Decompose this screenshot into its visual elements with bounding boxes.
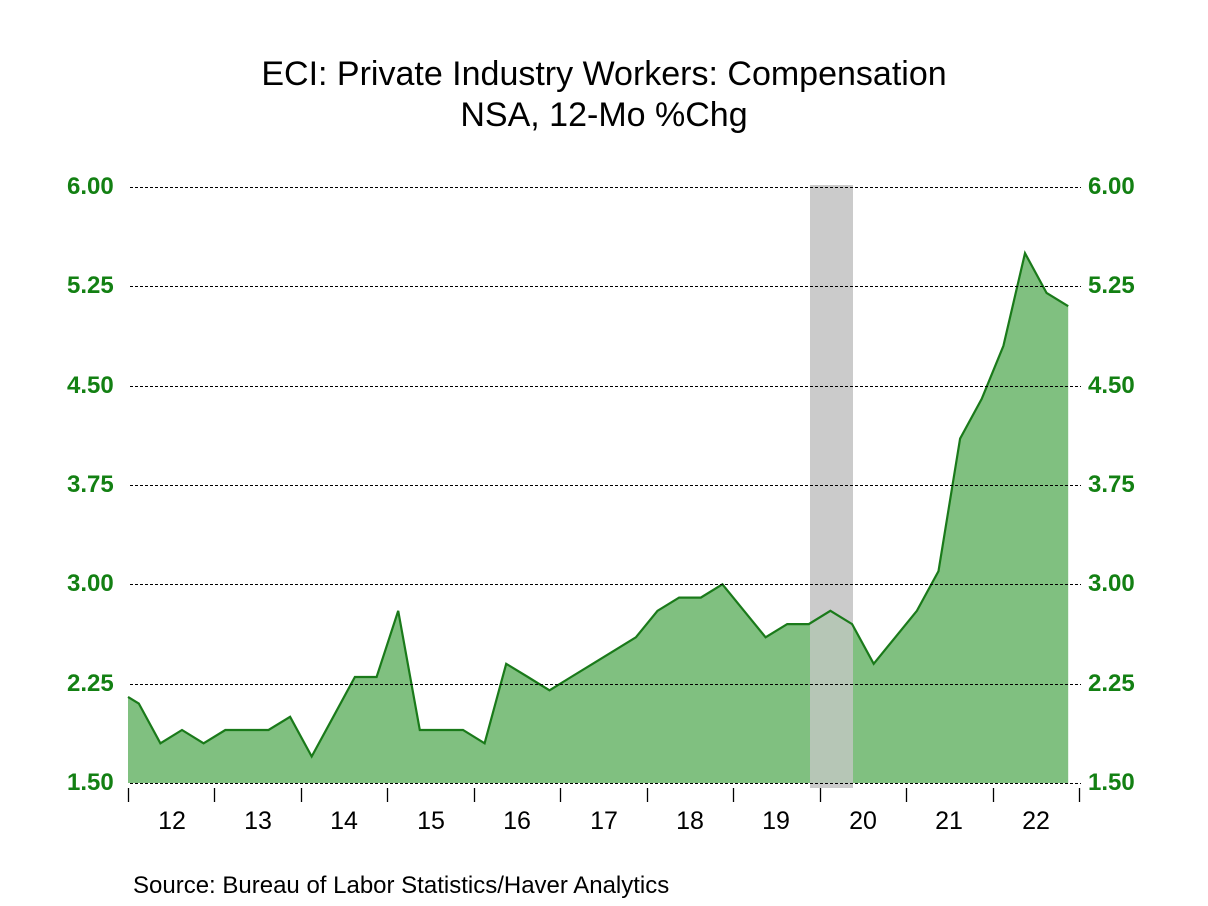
y-tick-label: 5.25: [67, 272, 114, 299]
area-fill: [128, 253, 1069, 783]
x-tick-label: 17: [590, 807, 618, 835]
x-tick-label: 14: [330, 807, 358, 835]
recession-band-overlay: [810, 185, 853, 788]
x-tick-label: 19: [762, 807, 790, 835]
gridlines: [130, 187, 1081, 784]
y-tick-label: 3.75: [67, 471, 114, 498]
x-tick-label: 13: [244, 807, 272, 835]
y-tick-label: 6.00: [1088, 173, 1135, 200]
y-tick-label: 6.00: [67, 173, 114, 200]
chart-title: ECI: Private Industry Workers: Compensat…: [261, 55, 947, 93]
data-line: [127, 250, 1069, 759]
y-tick-label: 3.00: [67, 570, 114, 597]
source-note: Source: Bureau of Labor Statistics/Haver…: [133, 872, 670, 899]
y-tick-label: 4.50: [67, 372, 114, 399]
x-tick-label: 22: [1022, 807, 1050, 835]
x-tick-label: 18: [676, 807, 704, 835]
x-tick-label: 12: [158, 807, 186, 835]
x-tick-label: 15: [417, 807, 445, 835]
y-tick-label: 2.25: [1088, 670, 1135, 697]
y-tick-label: 3.00: [1088, 570, 1135, 597]
chart-subtitle: NSA, 12-Mo %Chg: [460, 96, 748, 134]
y-tick-label: 5.25: [1088, 272, 1135, 299]
y-tick-label: 1.50: [67, 769, 114, 796]
y-tick-label: 3.75: [1088, 471, 1135, 498]
data-area: [127, 185, 1069, 788]
x-tick-label: 20: [849, 807, 877, 835]
y-tick-label: 2.25: [67, 670, 114, 697]
y-tick-label: 1.50: [1088, 769, 1135, 796]
x-axis-ticks: [127, 788, 1081, 802]
x-tick-label: 21: [935, 807, 963, 835]
y-tick-label: 4.50: [1088, 372, 1135, 399]
x-tick-label: 16: [503, 807, 531, 835]
